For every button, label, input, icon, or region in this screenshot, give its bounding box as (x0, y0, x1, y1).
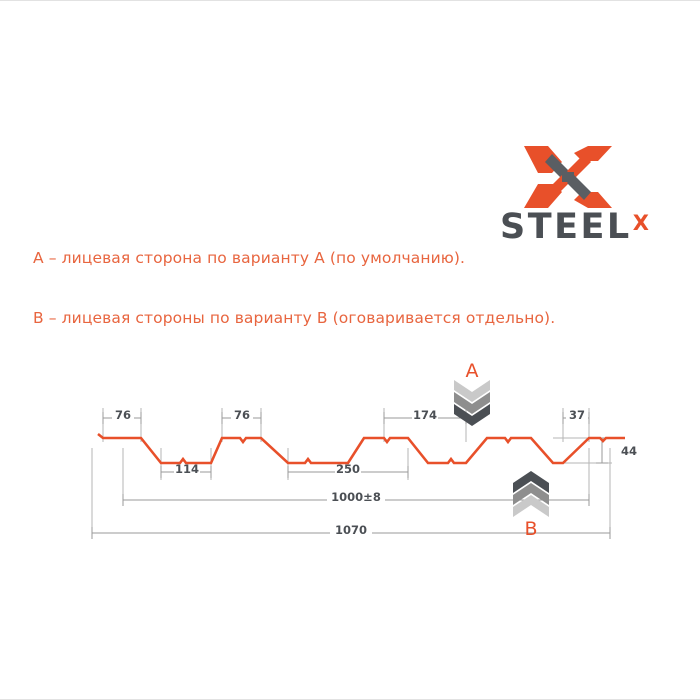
marker-b: B (513, 471, 549, 540)
marker-b-chevron-icon (513, 471, 549, 517)
marker-a-label: A (466, 360, 479, 382)
page-top-rule (0, 0, 700, 1)
dim-valley-114: 114 (175, 462, 199, 476)
dim-rib-width-2: 76 (234, 408, 250, 422)
dim-working-width: 1000±8 (331, 490, 381, 504)
marker-a-chevron-icon (454, 380, 490, 426)
dim-edge-37: 37 (569, 408, 585, 422)
brand-wordmark: STEELX (500, 208, 660, 248)
marker-b-label: B (524, 518, 537, 540)
dim-rib-width-1: 76 (115, 408, 131, 422)
wordmark-text: STEEL (500, 207, 632, 247)
caption-variant-a: А – лицевая сторона по варианту А (по ум… (33, 249, 466, 267)
wordmark-superscript-x: X (632, 210, 649, 235)
steelx-x-mark-icon (522, 142, 614, 212)
dim-height-44: 44 (621, 444, 637, 458)
dim-174: 174 (413, 408, 437, 422)
marker-a: A (454, 360, 490, 426)
caption-variant-b: В – лицевая стороны по варианту В (огова… (33, 309, 556, 327)
profile-drawing: 76 76 174 37 114 250 1000±8 1070 44 A (0, 350, 700, 560)
sheet-profile-line (97, 432, 625, 465)
brand-logo: STEELX (500, 142, 660, 247)
dim-overall-width: 1070 (335, 523, 367, 537)
dim-pitch-250: 250 (336, 462, 360, 476)
